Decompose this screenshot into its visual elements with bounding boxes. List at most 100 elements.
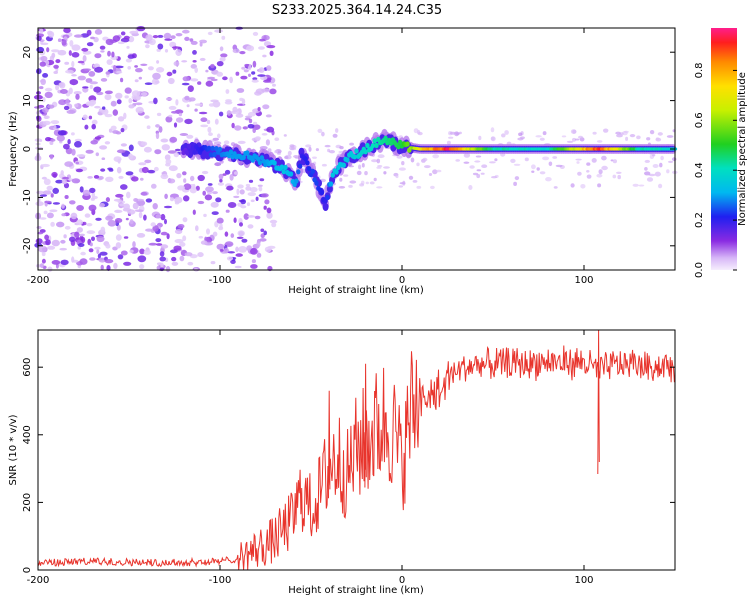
- spectrogram-speckle: [115, 92, 123, 99]
- spectrogram-speckle: [98, 176, 104, 180]
- spectrogram-speckle: [43, 115, 50, 119]
- spectrogram-speckle: [258, 186, 263, 192]
- spectrogram-speckle: [365, 181, 369, 185]
- spectrogram-speckle: [215, 197, 222, 203]
- spectrogram-ridge-core: [272, 160, 277, 166]
- spectrogram-speckle: [120, 143, 127, 147]
- spectrogram-speckle: [156, 67, 165, 73]
- spectrogram-speckle: [47, 245, 56, 250]
- spectrogram-speckle: [667, 160, 674, 163]
- spectrogram-speckle: [73, 91, 82, 95]
- spectrogram-speckle: [629, 134, 636, 138]
- spectrogram-ridge-core: [279, 164, 285, 170]
- spectrogram-speckle: [42, 96, 46, 103]
- spectrogram-speckle: [234, 125, 242, 131]
- spectrogram-speckle: [53, 71, 58, 74]
- spectrogram-speckle: [91, 192, 96, 198]
- spectrogram-y-tick-label: 0: [22, 146, 33, 152]
- spectrogram-speckle: [204, 236, 208, 242]
- spectrogram-speckle: [250, 248, 258, 255]
- spectrogram-speckle: [208, 132, 213, 136]
- spectrogram-speckle: [94, 136, 102, 140]
- spectrogram-speckle: [173, 61, 180, 67]
- spectrogram-speckle: [168, 165, 178, 172]
- spectrogram-ridge-core: [206, 145, 212, 151]
- spectrogram-speckle: [75, 168, 83, 173]
- spectrogram-speckle: [271, 222, 277, 228]
- spectrogram-speckle: [58, 82, 64, 87]
- spectrogram-speckle: [173, 152, 179, 158]
- spectrogram-speckle: [474, 160, 481, 163]
- spectrogram-speckle: [182, 76, 190, 82]
- colorbar: 0.0 0.2 0.4 0.6 0.8 Normalized spectral ampl…: [694, 28, 748, 278]
- spectrogram-speckle: [171, 110, 178, 114]
- spectrogram-speckle: [224, 241, 234, 248]
- spectrogram-speckle: [570, 183, 575, 188]
- spectrogram-speckle: [55, 84, 60, 91]
- spectrogram-speckle: [182, 235, 187, 242]
- spectrogram-speckle: [208, 103, 215, 107]
- spectrogram-speckle: [120, 31, 126, 36]
- spectrogram-speckle: [123, 112, 127, 120]
- spectrogram-speckle: [206, 228, 210, 235]
- spectrogram-speckle: [182, 171, 187, 176]
- spectrogram-speckle: [112, 246, 118, 251]
- spectrogram-speckle: [133, 198, 139, 202]
- spectrogram-speckle: [154, 80, 160, 84]
- spectrogram-speckle: [646, 177, 654, 182]
- spectrogram-speckle: [601, 155, 607, 161]
- spectrogram-speckle: [348, 184, 353, 188]
- spectrogram-speckle: [236, 88, 245, 93]
- snr-x-tick-label: -100: [209, 575, 232, 586]
- spectrogram-speckle: [671, 157, 677, 162]
- spectrogram-speckle: [197, 174, 205, 182]
- spectrogram-speckle: [494, 158, 498, 162]
- spectrogram-speckle: [578, 135, 583, 139]
- spectrogram-speckle: [203, 213, 207, 218]
- spectrogram-speckle: [132, 241, 136, 248]
- spectrogram-speckle: [171, 256, 177, 262]
- spectrogram-speckle: [247, 224, 254, 229]
- spectrogram-speckle: [120, 77, 124, 83]
- spectrogram-ridge-core: [212, 151, 217, 158]
- spectrogram-speckle: [93, 86, 102, 93]
- spectrogram-speckle: [216, 71, 223, 77]
- spectrogram-speckle: [219, 249, 224, 252]
- spectrogram-speckle: [140, 92, 148, 97]
- spectrogram-speckle: [112, 35, 121, 42]
- spectrogram-speckle: [383, 166, 390, 169]
- spectrogram-speckle: [644, 171, 651, 176]
- spectrogram-speckle: [408, 175, 414, 180]
- spectrogram-speckle: [169, 136, 178, 143]
- spectrogram-speckle: [225, 209, 230, 213]
- spectrogram-speckle: [156, 243, 163, 246]
- spectrogram-speckle: [249, 187, 258, 193]
- spectrogram-speckle: [143, 214, 147, 221]
- spectrogram-speckle: [163, 32, 172, 40]
- spectrogram-speckle: [216, 61, 224, 67]
- snr-frame: [37, 329, 676, 571]
- spectrogram-speckle: [104, 141, 111, 145]
- spectrogram-speckle: [53, 64, 59, 69]
- spectrogram-speckle: [145, 44, 150, 49]
- spectrogram-speckle: [401, 161, 405, 166]
- spectrogram-ridge-core: [283, 164, 288, 170]
- spectrogram-speckle: [120, 184, 128, 190]
- spectrogram-speckle: [572, 137, 577, 142]
- spectrogram-speckle: [154, 166, 159, 172]
- spectrogram-speckle: [156, 60, 160, 64]
- spectrogram-speckle: [154, 149, 162, 155]
- spectrogram-speckle: [71, 178, 81, 184]
- spectrogram-speckle: [135, 68, 143, 73]
- spectrogram-speckle: [70, 212, 78, 220]
- spectrogram-speckle: [356, 170, 362, 176]
- spectrogram-speckle: [69, 236, 76, 242]
- spectrogram-speckle: [200, 240, 208, 245]
- spectrogram-speckle: [224, 100, 233, 105]
- spectrogram-ridge-core: [405, 141, 410, 147]
- spectrogram-speckle: [88, 248, 94, 253]
- spectrogram-ridge-core: [250, 157, 255, 163]
- spectrogram-speckle: [207, 126, 212, 133]
- spectrogram-speckle: [36, 68, 42, 75]
- spectrogram-speckle: [177, 185, 186, 191]
